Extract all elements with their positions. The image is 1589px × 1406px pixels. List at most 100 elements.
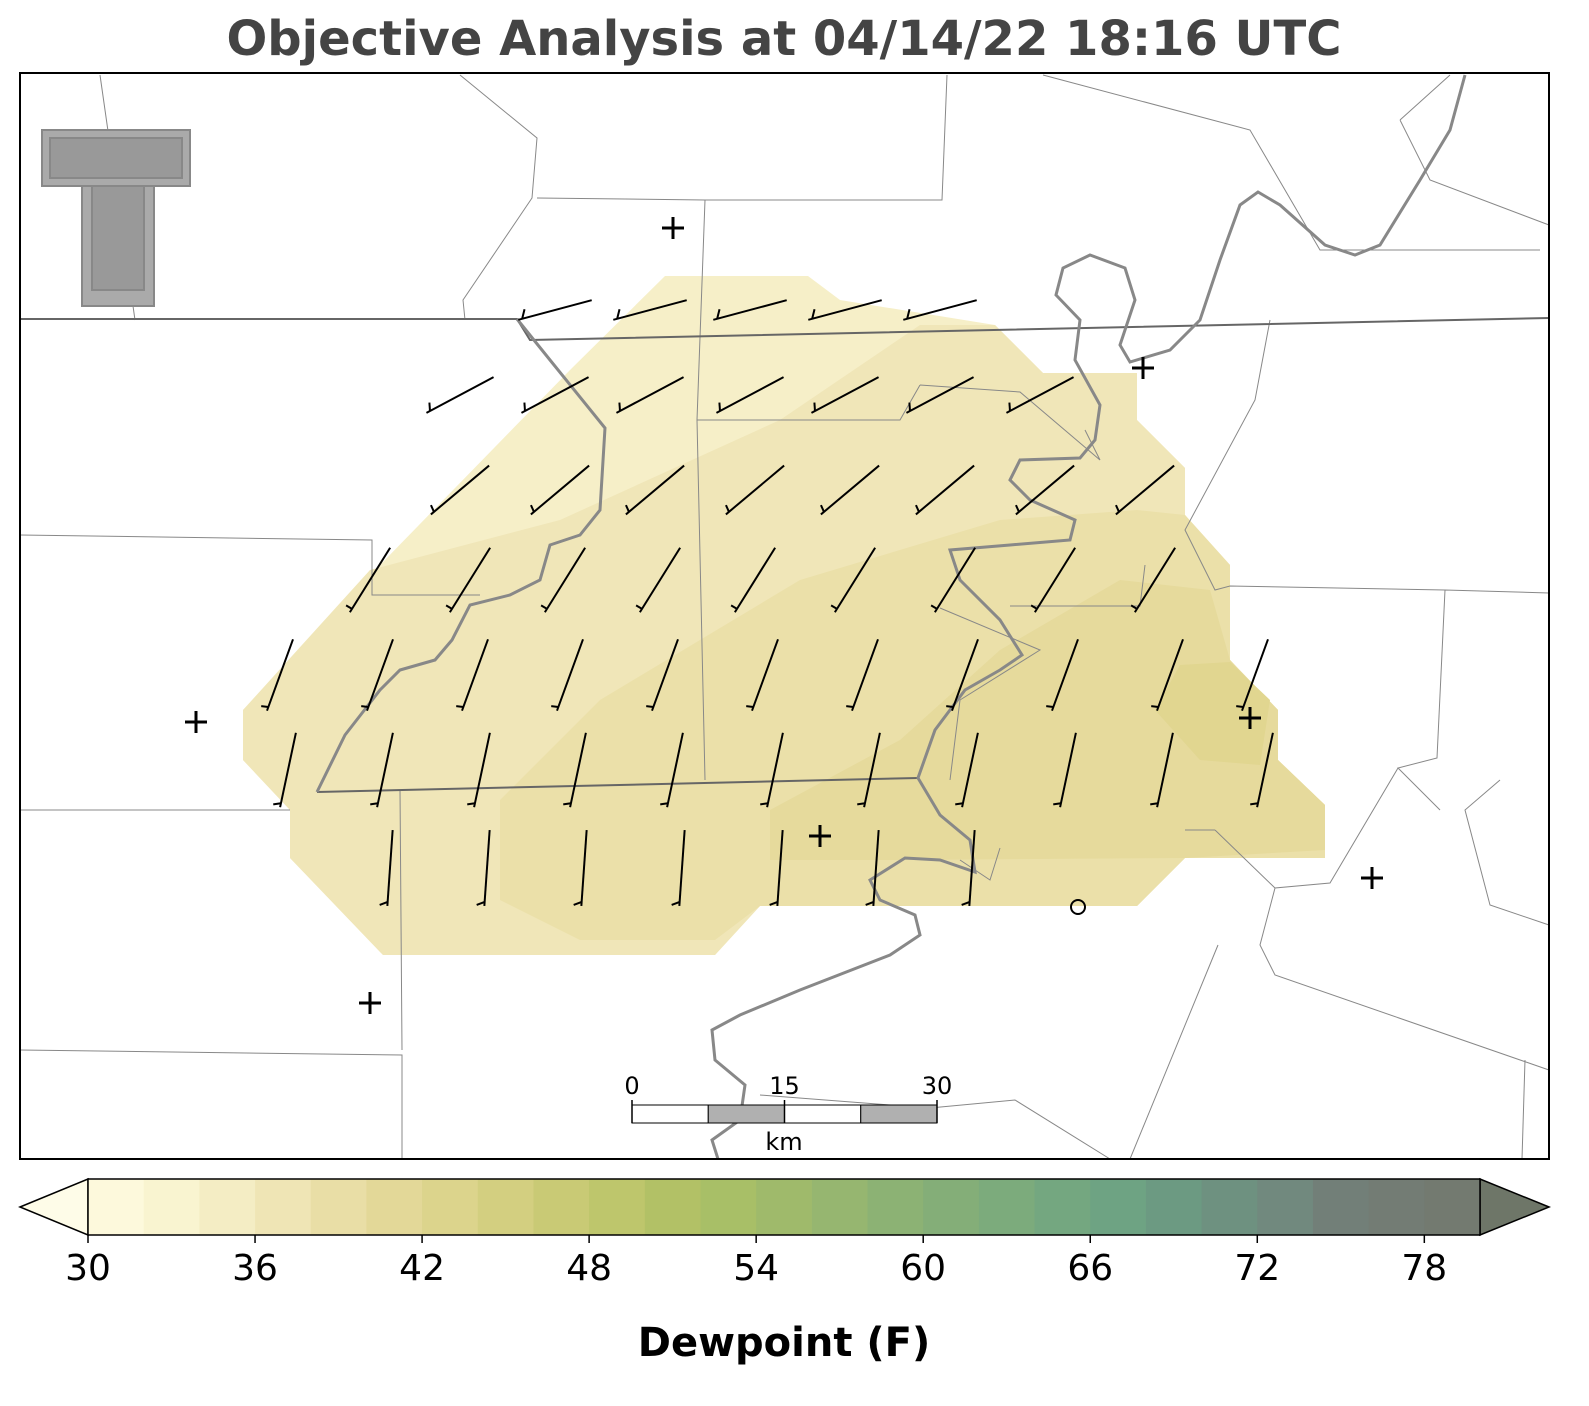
barb-flag: [820, 504, 825, 513]
colorbar-box: [1424, 1179, 1481, 1235]
barb-shaft: [279, 732, 297, 808]
barb-shaft: [430, 464, 490, 516]
barb-shaft: [851, 638, 879, 712]
barb-shaft: [569, 732, 587, 808]
scale-segment: [631, 1104, 709, 1124]
barb-flag: [857, 802, 866, 806]
scale-segment: [860, 1104, 938, 1124]
barb-shaft: [1005, 376, 1075, 414]
colorbar-box: [1145, 1179, 1203, 1235]
scale-label: 0: [624, 1072, 639, 1100]
barb-shaft: [951, 638, 979, 712]
barb-flag: [1046, 705, 1054, 708]
barb-shaft: [808, 299, 882, 321]
scale-label: 30: [922, 1072, 953, 1100]
colorbar-over: [1479, 1177, 1551, 1237]
colorbar-box: [1034, 1179, 1091, 1235]
colorbar-outline: [87, 1178, 1481, 1236]
colorbar-box: [867, 1179, 924, 1235]
colorbar-box: [589, 1179, 646, 1235]
barb-flag: [955, 802, 964, 806]
barb-flag: [1053, 802, 1062, 806]
barb-shaft: [1256, 732, 1274, 808]
scale-segment: [707, 1104, 785, 1124]
barb-shaft: [1134, 547, 1176, 613]
colorbar-box: [1257, 1179, 1314, 1235]
title: Objective Analysis at 04/14/22 18:16 UTC: [227, 11, 1342, 67]
barb-shaft: [1051, 638, 1079, 712]
barb-shaft: [1156, 732, 1174, 808]
barb-shaft: [349, 547, 391, 613]
barb-shaft: [863, 732, 881, 808]
barb-shaft: [1034, 547, 1076, 613]
barb-flag: [730, 604, 738, 610]
station-plus: [185, 711, 207, 733]
barb-flag: [635, 604, 643, 610]
logo: [41, 129, 191, 307]
barb-flag: [273, 802, 282, 806]
colorbar-box: [1201, 1179, 1258, 1235]
river: [315, 74, 1467, 1160]
map: km 0 15 30: [19, 72, 1550, 1160]
colorbar-box: [88, 1179, 145, 1235]
colorbar-box: [1368, 1179, 1425, 1235]
barb-shaft: [425, 376, 495, 414]
barb-shaft: [639, 547, 681, 613]
barb-flag: [1030, 604, 1038, 610]
barb-shaft: [544, 547, 586, 613]
scale-label: 15: [769, 1072, 800, 1100]
colorbar-box: [143, 1179, 200, 1235]
barb-shaft: [915, 464, 975, 516]
barb-shaft: [715, 376, 785, 414]
dewpoint-fill: [770, 580, 1325, 860]
colorbar-box: [978, 1179, 1036, 1235]
colorbar-box: [477, 1179, 534, 1235]
barb-flag: [1150, 802, 1159, 806]
barb-shaft: [1156, 638, 1184, 712]
barb-flag: [551, 705, 559, 708]
colorbar-box: [1090, 1179, 1147, 1235]
barb-flag: [616, 309, 621, 320]
barb-flag: [573, 900, 582, 906]
colorbar-tick-label: 48: [566, 1248, 612, 1289]
barb-shaft: [615, 376, 685, 414]
station-plus: [1132, 357, 1154, 379]
barb-flag: [716, 309, 721, 320]
barb-flag: [1250, 802, 1259, 806]
barb-flag: [430, 504, 435, 513]
barb-shaft: [1015, 464, 1075, 516]
barb-flag: [618, 402, 621, 412]
barb-flag: [961, 900, 970, 906]
barb-shaft: [968, 830, 976, 906]
barb-flag: [1151, 705, 1159, 708]
barb-flag: [261, 705, 269, 708]
barb-shaft: [1241, 638, 1269, 712]
station-plus: [1361, 867, 1383, 889]
barb-flag: [445, 604, 453, 610]
colorbar-box: [1312, 1179, 1370, 1235]
barb-shaft: [518, 299, 592, 321]
station-plus: [662, 217, 684, 239]
barb-shaft: [766, 732, 784, 808]
barb-shaft: [625, 464, 685, 516]
barb-shaft: [872, 830, 880, 906]
barb-flag: [811, 309, 816, 320]
colorbar-box: [366, 1179, 423, 1235]
barb-flag: [1130, 604, 1138, 610]
colorbar-box: [255, 1179, 312, 1235]
barb-shaft: [776, 830, 784, 906]
barb-shaft: [266, 638, 294, 712]
barb-flag: [521, 309, 526, 320]
colorbar: Dewpoint (F) 30 36 42 48 54 60 66 72 78: [18, 1177, 1551, 1366]
barb-flag: [646, 705, 654, 708]
barb-shaft: [903, 299, 977, 321]
wind-barbs: [261, 299, 1274, 906]
scale-segment: [784, 1104, 862, 1124]
barb-flag: [530, 504, 535, 513]
colorbar-label: Dewpoint (F): [638, 1320, 931, 1366]
barb-flag: [1008, 402, 1011, 412]
colorbar-tick-label: 78: [1401, 1248, 1447, 1289]
barb-shaft: [820, 464, 880, 516]
